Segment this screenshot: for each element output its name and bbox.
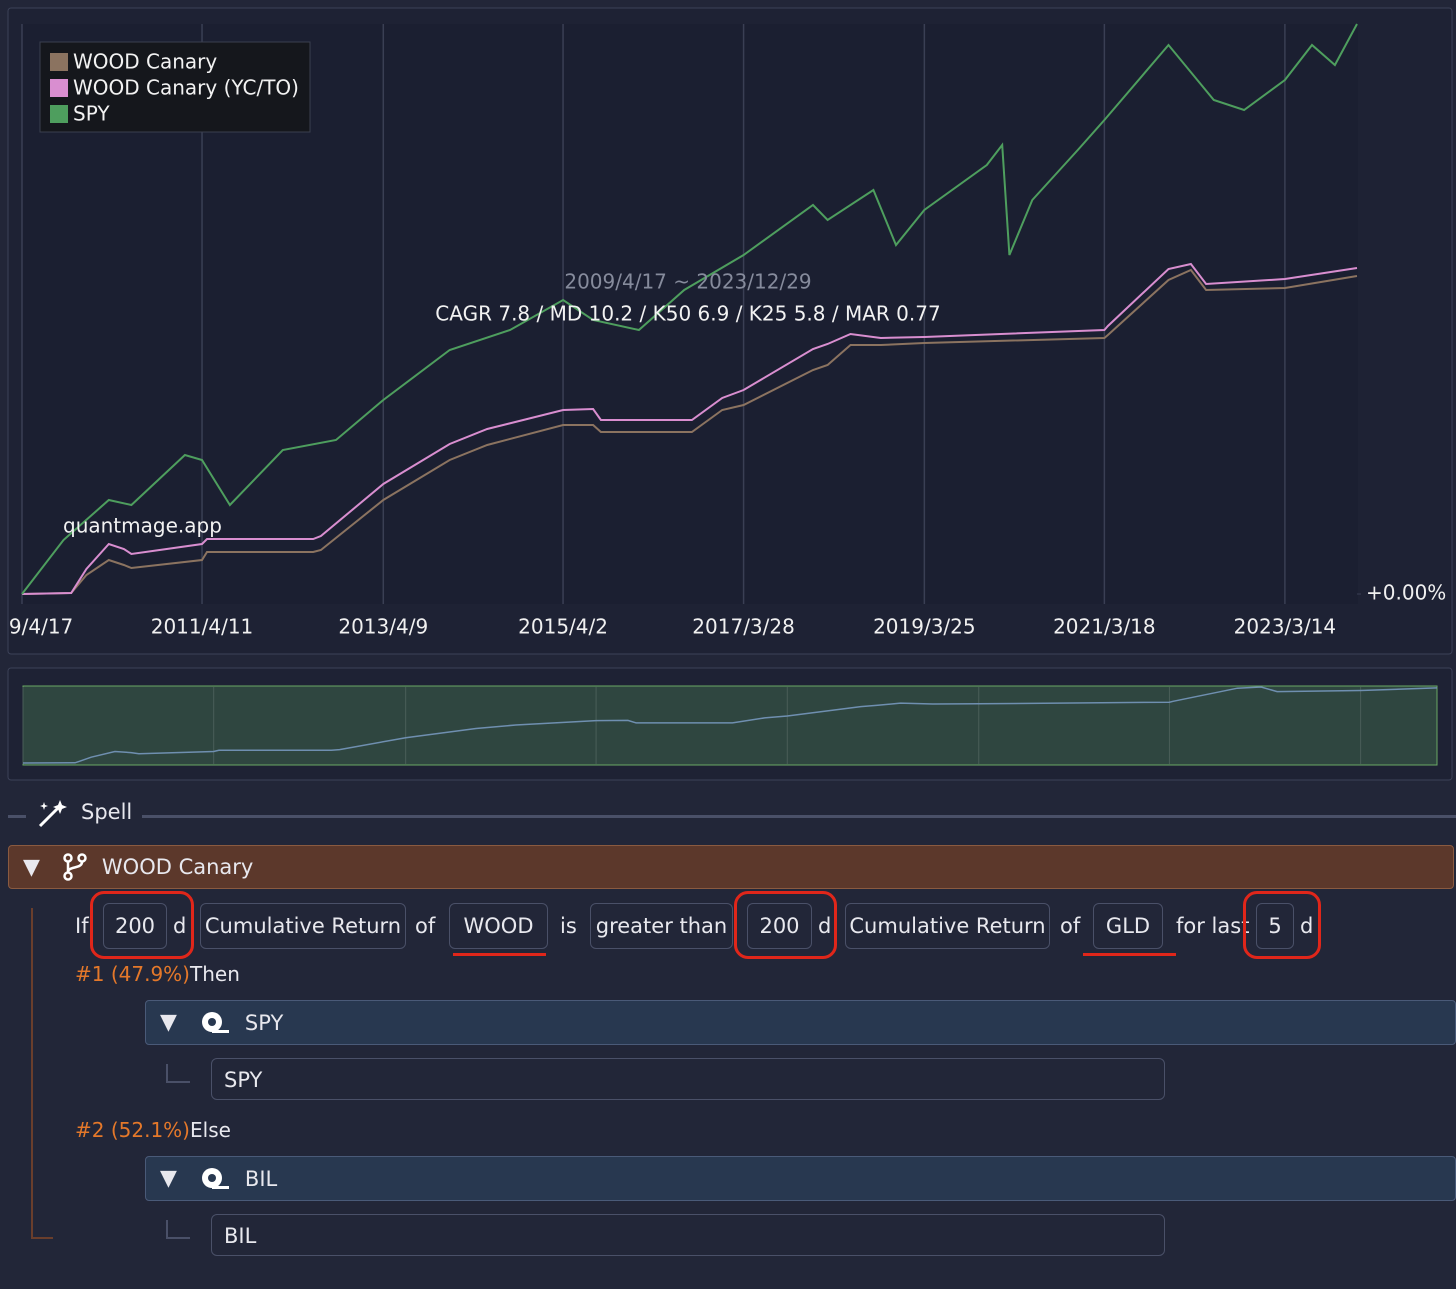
collapse-toggle[interactable]: ▼ <box>160 1010 177 1035</box>
highlight <box>734 891 837 959</box>
rhs-of: of <box>1060 914 1081 938</box>
stats-annotation: CAGR 7.8 / MD 10.2 / K50 6.9 / K25 5.8 /… <box>435 302 940 326</box>
x-tick-label: 2009/4/17 <box>0 615 73 639</box>
days-unit: d <box>1300 914 1314 938</box>
legend-label: SPY <box>73 102 110 126</box>
leaf-guide <box>166 1237 190 1239</box>
lhs-window[interactable]: 200 <box>103 903 167 949</box>
divider <box>142 815 1456 818</box>
series-line <box>21 268 1358 595</box>
collapse-toggle[interactable]: ▼ <box>160 1166 177 1191</box>
branch-kind: Then <box>190 962 240 986</box>
leaf-node[interactable]: BIL <box>211 1214 1165 1256</box>
legend-label: WOOD Canary <box>73 50 217 74</box>
cond-is: is <box>560 914 577 938</box>
leaf-node[interactable]: SPY <box>211 1058 1165 1100</box>
comparator[interactable]: greater than <box>590 903 733 949</box>
x-tick-label: 2023/3/14 <box>1234 615 1337 639</box>
leaf-guide <box>166 1220 168 1238</box>
legend-swatch <box>50 53 68 71</box>
navigator-window <box>22 685 1438 766</box>
legend-box <box>39 41 311 133</box>
root-node[interactable]: ▼ WOOD Canary <box>8 845 1454 889</box>
legend-label: WOOD Canary (YC/TO) <box>73 76 299 100</box>
underline <box>1083 953 1176 956</box>
collapse-toggle[interactable]: ▼ <box>23 854 40 880</box>
days[interactable]: 5 <box>1256 903 1294 949</box>
group-node[interactable]: ▼ BIL <box>145 1156 1456 1201</box>
navigator-line <box>22 686 1438 764</box>
group-node[interactable]: ▼ SPY <box>145 1000 1456 1045</box>
lhs-ticker[interactable]: WOOD <box>449 903 548 949</box>
branch-kind: Else <box>190 1118 231 1142</box>
tree-guide <box>31 1237 53 1239</box>
underline <box>453 953 546 956</box>
x-tick-label: 2017/3/28 <box>692 615 795 639</box>
highlight <box>90 891 194 959</box>
rhs-unit: d <box>818 914 832 938</box>
cond-if: If <box>75 914 89 938</box>
lhs-unit: d <box>173 914 187 938</box>
x-tick-label: 2015/4/2 <box>518 615 608 639</box>
x-tick-label: 2021/3/18 <box>1053 615 1156 639</box>
highlight <box>1243 891 1321 959</box>
spell-title: Spell <box>81 800 133 824</box>
leaf-guide <box>166 1064 168 1082</box>
x-tick-label: 2011/4/11 <box>151 615 254 639</box>
group-label: SPY <box>244 1010 284 1035</box>
series-line <box>21 23 1358 595</box>
asset-icon <box>201 1011 229 1033</box>
rhs-metric[interactable]: Cumulative Return <box>845 903 1050 949</box>
asset-icon <box>201 1167 229 1189</box>
y-tick-label: +0.00% <box>1366 581 1446 605</box>
branch-label: #2 (52.1%) <box>75 1118 190 1142</box>
for-last: for last <box>1176 914 1250 938</box>
x-tick-label: 2019/3/25 <box>873 615 976 639</box>
lhs-of: of <box>415 914 436 938</box>
branch-icon <box>63 853 87 881</box>
root-label: WOOD Canary <box>101 855 254 879</box>
chart: 2009/4/17 2011/4/11 2013/4/9 2015/4/2 2017/3… <box>0 7 1453 781</box>
lhs-metric[interactable]: Cumulative Return <box>200 903 406 949</box>
group-label: BIL <box>244 1166 278 1191</box>
x-tick-label: 2013/4/9 <box>338 615 428 639</box>
rhs-window[interactable]: 200 <box>747 903 812 949</box>
series-line <box>21 262 1358 595</box>
legend-swatch <box>50 105 68 123</box>
rhs-ticker[interactable]: GLD <box>1093 903 1163 949</box>
period-annotation: 2009/4/17 ~ 2023/12/29 <box>564 270 811 294</box>
watermark: quantmage.app <box>63 514 222 538</box>
divider <box>8 815 26 818</box>
tree-guide <box>31 908 33 1238</box>
leaf-guide <box>166 1081 190 1083</box>
legend-swatch <box>50 79 68 97</box>
branch-label: #1 (47.9%) <box>75 962 190 986</box>
wand-icon <box>38 800 67 828</box>
